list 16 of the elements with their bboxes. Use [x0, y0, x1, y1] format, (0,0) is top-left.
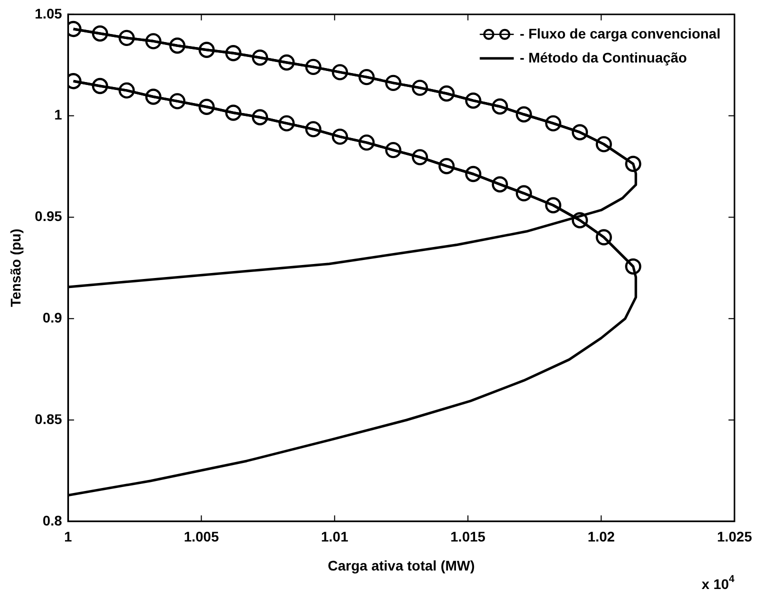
x-tick-label: 1.01 [320, 528, 348, 545]
y-tick-label: 0.8 [42, 512, 62, 528]
y-tick-label: 1.05 [34, 5, 62, 22]
y-tick-label: 1 [54, 106, 62, 123]
y-tick-label: 0.85 [34, 410, 62, 427]
legend-label: - Fluxo de carga convencional [520, 25, 720, 42]
x-tick-label: 1 [64, 528, 72, 545]
y-tick-label: 0.9 [42, 309, 62, 326]
y-axis-title: Tensão (pu) [7, 228, 24, 308]
x-tick-label: 1.02 [588, 528, 616, 545]
y-tick-label: 0.95 [34, 208, 62, 224]
x-tick-label: 1.005 [184, 528, 220, 545]
x-tick-label: 1.025 [716, 528, 752, 545]
x-tick-label: 1.015 [450, 528, 486, 545]
x-axis-title: Carga ativa total (MW) [328, 557, 475, 574]
legend-label: - Método da Continuação [520, 49, 687, 66]
